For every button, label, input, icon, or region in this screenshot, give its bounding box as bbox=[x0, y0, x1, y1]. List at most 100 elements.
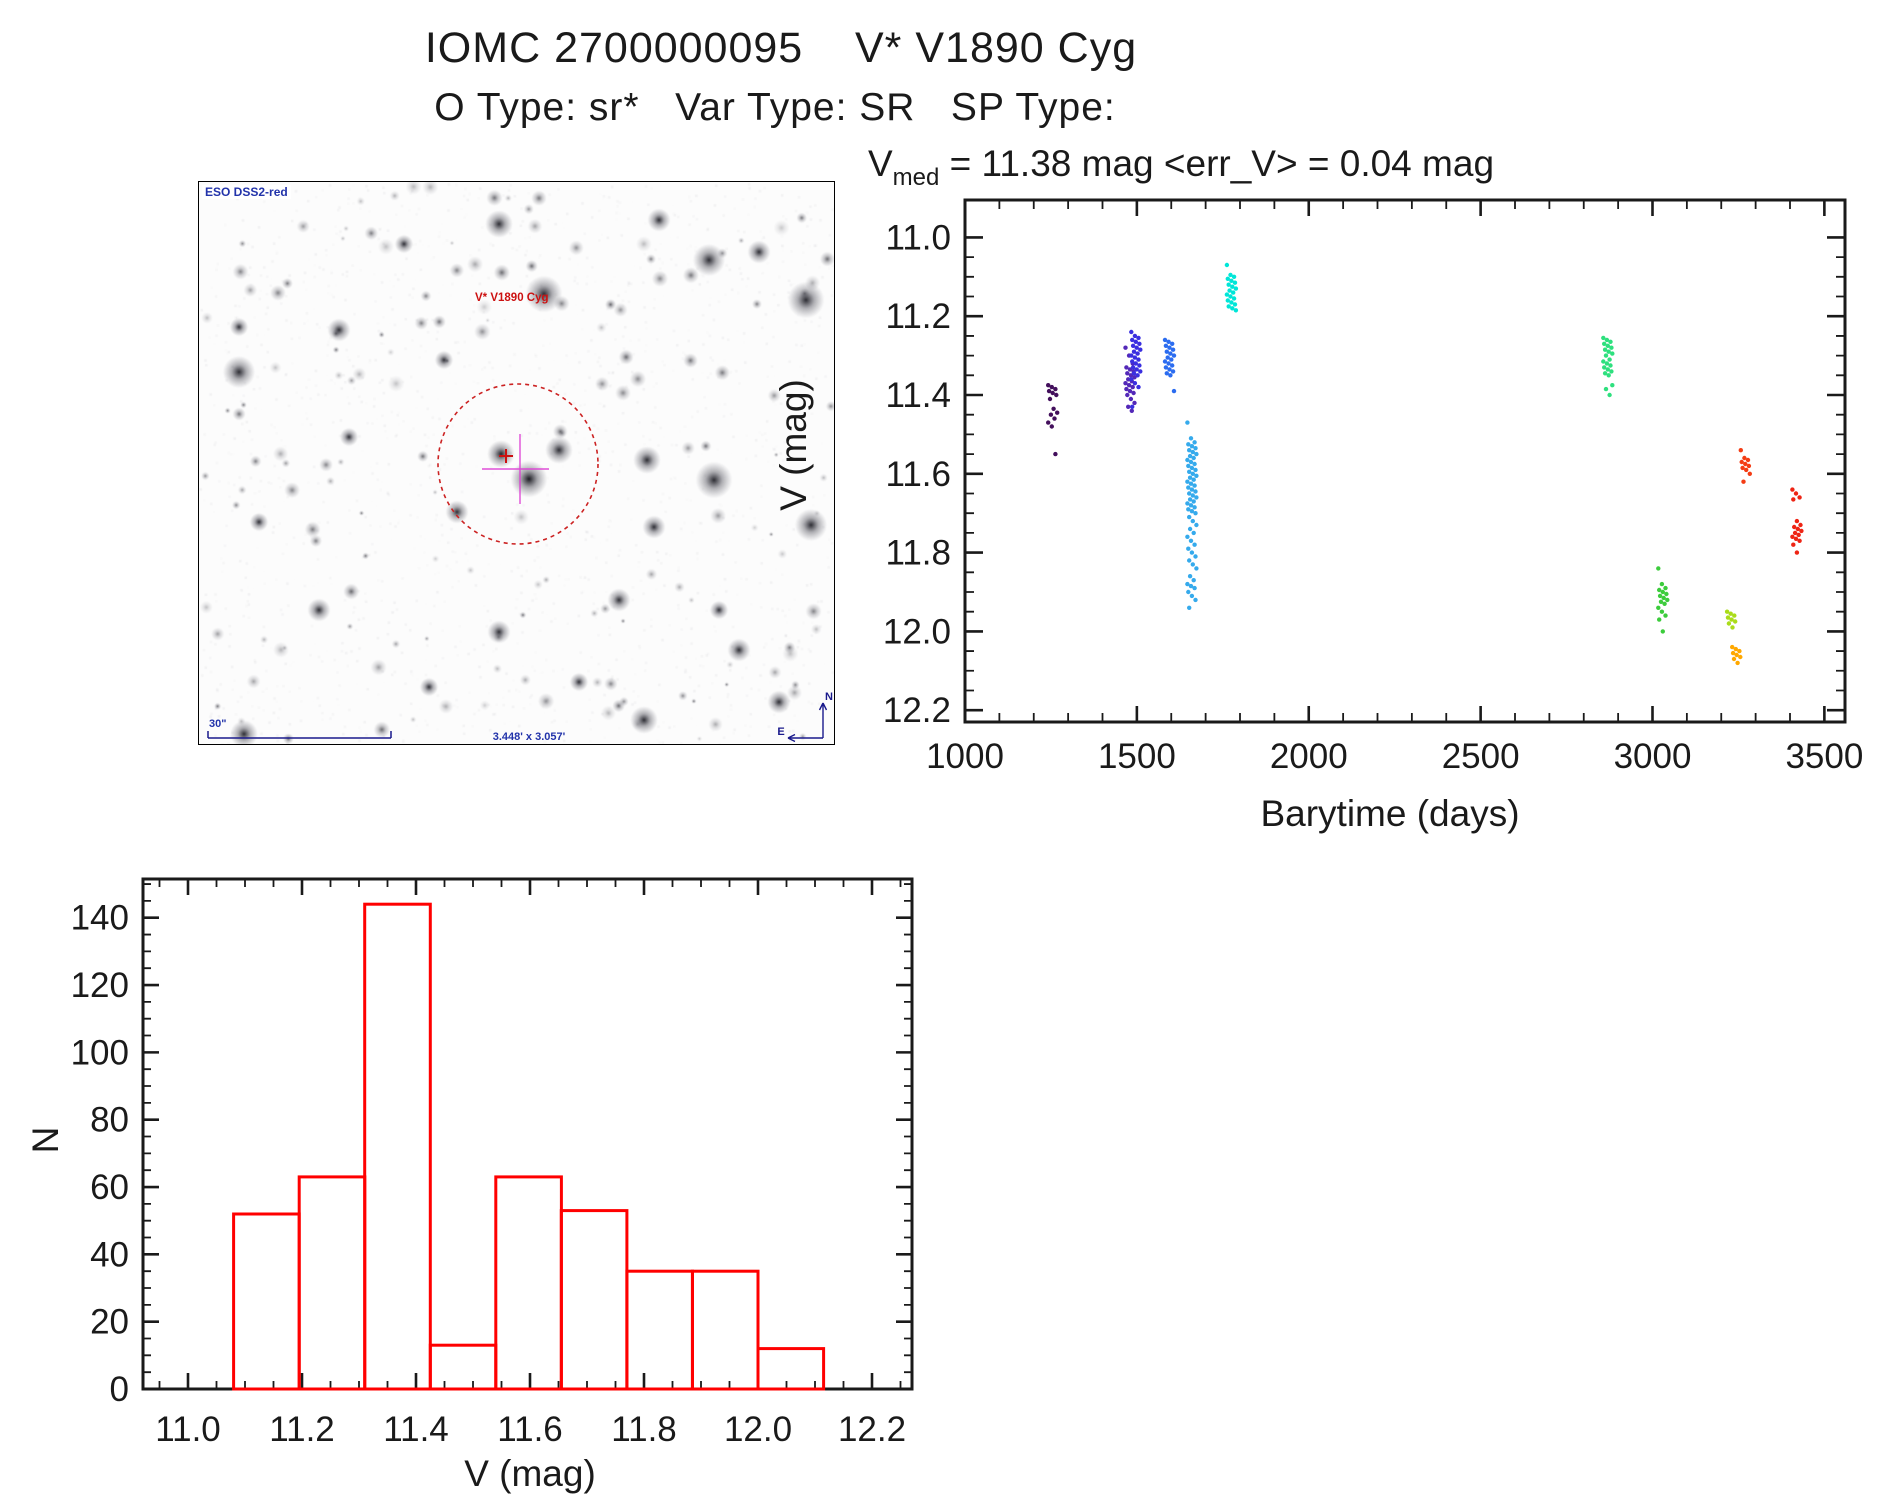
scatter-point bbox=[1163, 365, 1169, 370]
hist-y-tick-label: 100 bbox=[71, 1033, 129, 1072]
scatter-point bbox=[1138, 347, 1143, 352]
scatter-point bbox=[1128, 396, 1134, 402]
scatter-point bbox=[1601, 335, 1606, 341]
lc-plot-box bbox=[963, 198, 1847, 724]
scatter-point bbox=[1185, 479, 1190, 484]
hist-x-tick-label: 11.8 bbox=[611, 1410, 677, 1449]
lc-x-tick-label: 3000 bbox=[1614, 737, 1692, 776]
scatter-point bbox=[1193, 467, 1198, 473]
lc-series-epoch-03 bbox=[1129, 329, 1143, 409]
fov-label: 3.448' x 3.057' bbox=[492, 731, 566, 743]
scatter-point bbox=[1187, 448, 1192, 453]
lc-series-epoch-08 bbox=[1656, 566, 1670, 634]
histogram-plot: 11.0 11.2 11.4 11.6 11.8 12.0 12.2 0 20 40 60 80 100… bbox=[25, 877, 914, 1494]
scatter-point bbox=[1191, 477, 1196, 482]
scatter-point bbox=[1132, 333, 1138, 339]
lc-x-tick-label: 1500 bbox=[1098, 737, 1176, 776]
hist-axis-ticks bbox=[143, 879, 912, 1391]
scatter-point bbox=[1793, 536, 1799, 541]
scatter-point bbox=[1135, 351, 1140, 356]
scatter-point bbox=[1194, 473, 1199, 478]
scatter-point bbox=[1186, 463, 1191, 469]
scatter-point bbox=[1798, 522, 1803, 528]
scatter-point bbox=[1725, 615, 1731, 620]
scatter-point bbox=[1230, 284, 1235, 289]
starfield-image bbox=[199, 182, 834, 744]
scatter-point bbox=[1168, 351, 1173, 356]
scatter-point bbox=[1602, 371, 1608, 376]
hist-x-tick-label: 11.4 bbox=[383, 1410, 449, 1449]
finding-chart-overlay: NE bbox=[207, 383, 833, 743]
scatter-point bbox=[1054, 392, 1059, 398]
scatter-point bbox=[1795, 526, 1801, 532]
scatter-point bbox=[1192, 505, 1197, 510]
scatter-point bbox=[1190, 493, 1196, 498]
scatter-point bbox=[1233, 308, 1239, 313]
scatter-point bbox=[1663, 585, 1668, 591]
scatter-point bbox=[1188, 583, 1194, 589]
compass-icon bbox=[787, 702, 828, 743]
scatter-point bbox=[1170, 363, 1175, 368]
lc-y-tick-label: 11.2 bbox=[885, 297, 951, 336]
hist-y-axis-label: N bbox=[25, 1127, 66, 1154]
lc-series-epoch-06 bbox=[1224, 262, 1239, 313]
crosshair-marker bbox=[482, 434, 549, 504]
scatter-point bbox=[1194, 495, 1199, 500]
scatter-point bbox=[1187, 453, 1193, 459]
scatter-point bbox=[1167, 345, 1172, 350]
scatter-point bbox=[1603, 353, 1609, 358]
scatter-point bbox=[1740, 465, 1745, 471]
scatter-point bbox=[1129, 377, 1134, 382]
scatter-point bbox=[1190, 449, 1196, 455]
scatter-point bbox=[1192, 542, 1197, 547]
scatter-point bbox=[1188, 481, 1194, 486]
lc-series-epoch-07 bbox=[1601, 335, 1615, 398]
scatter-point bbox=[1662, 601, 1667, 606]
scatter-point bbox=[1193, 511, 1198, 516]
scatter-point bbox=[1601, 359, 1606, 364]
scatter-point bbox=[1186, 546, 1191, 551]
scatter-point bbox=[1187, 605, 1192, 610]
lc-x-tick-label: 1000 bbox=[926, 737, 1004, 776]
scatter-point bbox=[1134, 367, 1139, 372]
scatter-point bbox=[1609, 369, 1614, 374]
scatter-point bbox=[1129, 408, 1135, 413]
scatter-point bbox=[1185, 501, 1190, 506]
scatter-point bbox=[1125, 371, 1130, 376]
light-curve-plot: 1000 1500 2000 2500 3000 3500 11.0 11.2 11.4 11.6… bbox=[773, 143, 1863, 834]
lc-y-tick-label: 12.2 bbox=[883, 691, 951, 730]
scatter-point bbox=[1747, 471, 1753, 476]
scatter-point bbox=[1660, 589, 1666, 595]
scatter-point bbox=[1733, 646, 1739, 652]
scatter-point bbox=[1659, 581, 1665, 587]
scatter-point bbox=[1124, 386, 1129, 392]
scatter-point bbox=[1185, 457, 1190, 463]
scale-bar-label: 30" bbox=[209, 718, 227, 730]
hist-x-tick-label: 12.2 bbox=[838, 1410, 906, 1449]
hist-x-tick-label: 11.2 bbox=[269, 1410, 335, 1449]
scatter-point bbox=[1656, 566, 1661, 571]
scatter-point bbox=[1193, 489, 1198, 494]
lc-y-axis-label: V (mag) bbox=[773, 379, 814, 511]
lc-data-points bbox=[1046, 262, 1804, 666]
lc-y-tick-label: 11.6 bbox=[885, 455, 951, 494]
scatter-point bbox=[1131, 349, 1137, 354]
scatter-point bbox=[1226, 304, 1231, 309]
scatter-point bbox=[1735, 660, 1740, 666]
scatter-point bbox=[1138, 369, 1143, 374]
scatter-point bbox=[1046, 420, 1051, 425]
scatter-point bbox=[1167, 367, 1172, 372]
scatter-point bbox=[1188, 538, 1194, 543]
scatter-point bbox=[1794, 518, 1800, 524]
scatter-point bbox=[1657, 593, 1663, 599]
scatter-point bbox=[1732, 613, 1737, 618]
scatter-point bbox=[1228, 294, 1233, 299]
scatter-point bbox=[1170, 369, 1176, 374]
scatter-point bbox=[1233, 286, 1239, 291]
hist-x-tick-label: 11.0 bbox=[155, 1410, 221, 1449]
histogram-bar bbox=[232, 1212, 301, 1391]
scatter-point bbox=[1231, 274, 1237, 279]
scatter-point bbox=[1228, 272, 1233, 278]
